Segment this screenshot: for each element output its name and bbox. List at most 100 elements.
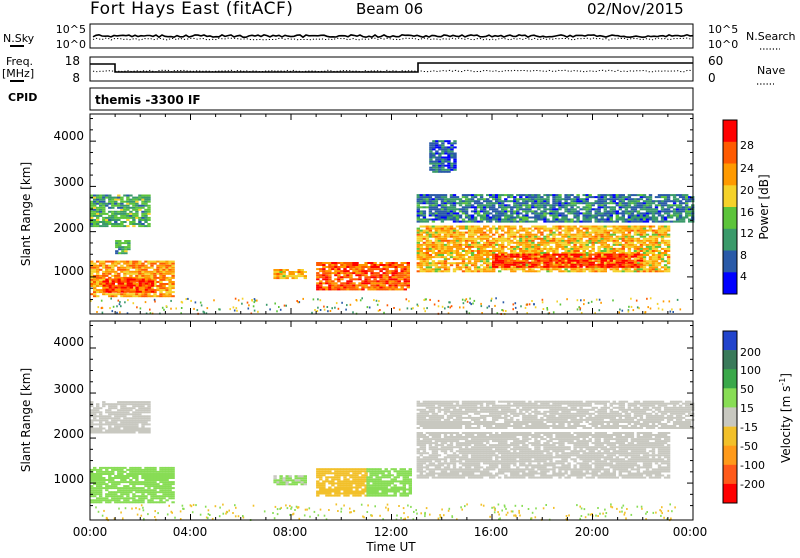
power-cell [625,270,628,272]
power-cell [477,246,480,248]
power-cell [592,202,595,204]
power-cell [426,268,429,270]
power-cell [447,210,450,212]
power-speck [302,298,304,300]
power-cell [96,225,99,227]
power-cell [682,198,685,200]
power-cell [453,163,456,165]
power-cell [334,262,337,264]
power-bar-tick-4: 4 [740,270,747,283]
power-cell [558,221,561,223]
power-cell [456,254,459,256]
power-cell [441,212,444,214]
power-cell [570,194,573,196]
power-cell [492,238,495,240]
power-cell [423,210,426,212]
velocity-cell [156,491,159,493]
power-cell [438,148,441,150]
power-cell [138,271,141,273]
velocity-cell [132,467,135,469]
power-cell [459,215,462,217]
power-cell [132,261,135,263]
power-cell [595,258,598,260]
power-cell [570,246,573,248]
power-cell [459,232,462,234]
power-cell [516,246,519,248]
power-cell [292,273,295,275]
power-cell [537,212,540,214]
power-cell [444,250,447,252]
power-cell [598,270,601,272]
power-cell [607,230,610,232]
power-cell [444,228,447,230]
power-cell [625,204,628,206]
power-cell [679,215,682,217]
power-cell [628,210,631,212]
power-cell [165,271,168,273]
velocity-cell [96,475,99,477]
power-cell [543,198,546,200]
power-cell [438,212,441,214]
power-cell [441,256,444,258]
power-speck [429,299,431,301]
power-cell [561,234,564,236]
power-speck [480,303,482,305]
power-cell [386,276,389,278]
power-cell [450,234,453,236]
power-cell [625,254,628,256]
power-speck [379,309,381,311]
power-cell [676,219,679,221]
power-cell [501,234,504,236]
velocity-cell [147,477,150,479]
power-cell [111,267,114,269]
power-cell [115,250,118,252]
power-cell [504,232,507,234]
power-cell [622,230,625,232]
power-cell [379,276,382,278]
power-cell [123,261,126,263]
power-cell [96,265,99,267]
power-cell [361,266,364,268]
power-cell [567,252,570,254]
power-cell [477,204,480,206]
power-cell [676,198,679,200]
power-cell [147,207,150,209]
power-cell [156,287,159,289]
power-cell [498,206,501,208]
power-cell [649,202,652,204]
power-cell [567,202,570,204]
power-cell [540,198,543,200]
power-speck [547,309,549,311]
power-cell [664,200,667,202]
power-cell [108,221,111,223]
power-cell [459,252,462,254]
velocity-cell [150,479,153,481]
power-cell [631,210,634,212]
power-cell [498,194,501,196]
power-cell [495,254,498,256]
power-cell [90,195,93,197]
power-cell [640,250,643,252]
power-cell [643,230,646,232]
power-cell [144,295,147,297]
power-cell [631,264,634,266]
power-cell [637,248,640,250]
power-cell [456,266,459,268]
power-cell [583,208,586,210]
power-cell [145,281,148,283]
velocity-cell [123,493,126,495]
power-cell [640,234,643,236]
power-cell [407,278,410,280]
power-cell [564,221,567,223]
power-cell [376,276,379,278]
power-cell [462,219,465,221]
freq-tick-low: 8 [72,71,80,85]
power-cell [655,196,658,198]
power-cell [432,242,435,244]
power-cell [480,194,483,196]
power-cell [664,254,667,256]
power-cell [622,219,625,221]
power-cell [150,275,153,277]
power-cell [480,236,483,238]
